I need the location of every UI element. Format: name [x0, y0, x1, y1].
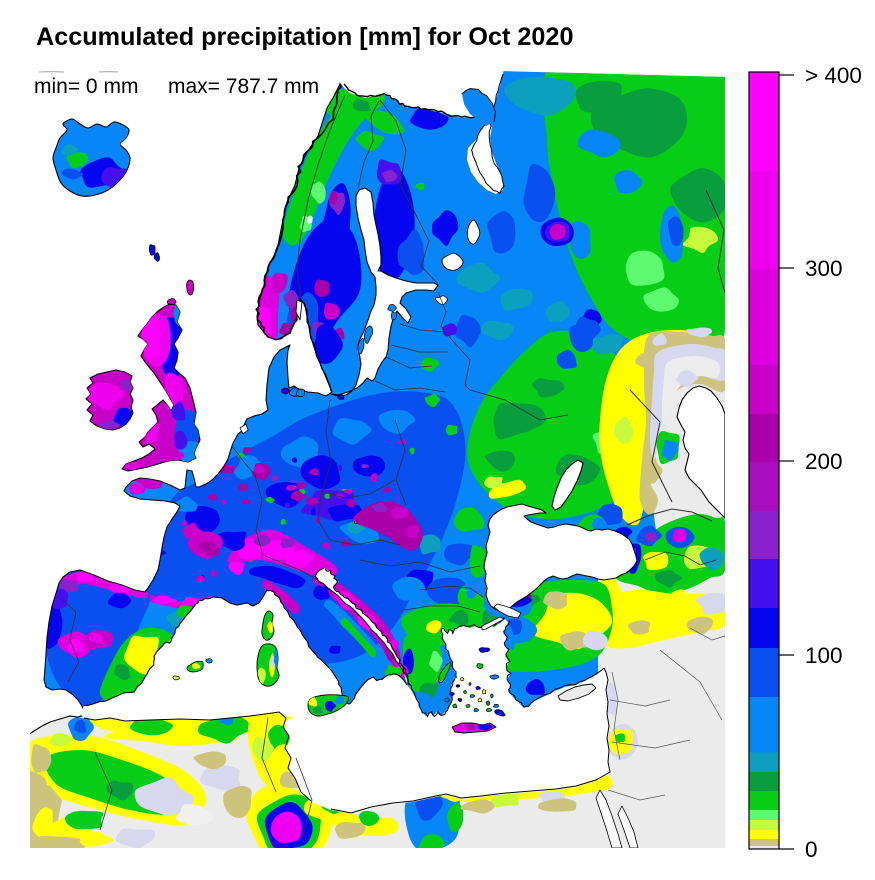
svg-text:> 400: > 400 — [805, 63, 862, 88]
svg-text:max= 787.7 mm: max= 787.7 mm — [168, 75, 319, 98]
svg-text:200: 200 — [805, 449, 843, 474]
svg-text:300: 300 — [805, 256, 843, 281]
svg-text:100: 100 — [805, 643, 843, 668]
svg-text:0: 0 — [805, 837, 818, 862]
svg-text:min= 0 mm: min= 0 mm — [34, 75, 138, 98]
svg-text:Accumulated precipitation [mm]: Accumulated precipitation [mm] for Oct 2… — [36, 23, 573, 51]
